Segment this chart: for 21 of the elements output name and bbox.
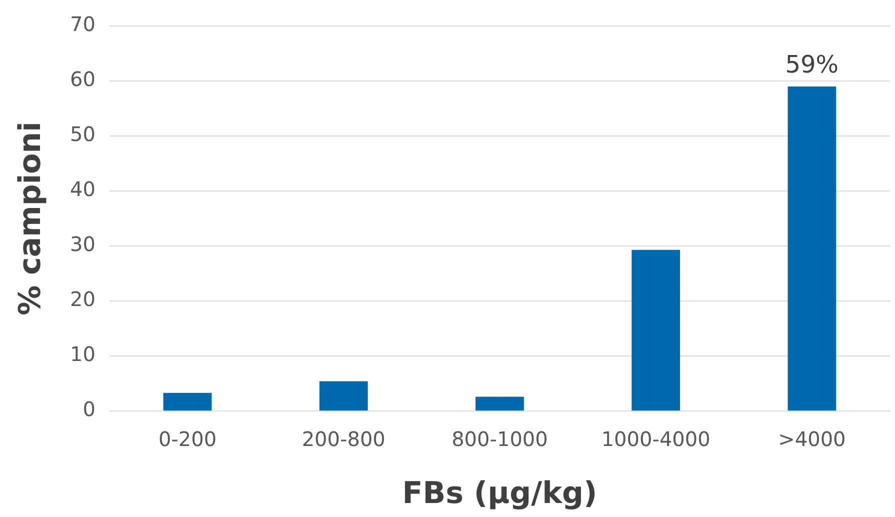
y-tick-label: 30 <box>70 232 96 256</box>
y-tick-label: 0 <box>82 397 96 422</box>
y-tick-label: 50 <box>70 122 96 146</box>
y-tick-label: 10 <box>70 342 96 366</box>
x-tick-label: 1000-4000 <box>601 427 710 452</box>
x-axis-title: FBs (µg/kg) <box>402 476 598 511</box>
y-axis-title: % campioni <box>12 122 48 316</box>
x-tick-label: 0-200 <box>158 427 217 452</box>
y-tick-label: 20 <box>70 287 96 312</box>
y-tick-label: 70 <box>70 12 96 36</box>
y-tick-label: 60 <box>70 67 96 92</box>
data-label: 59% <box>785 50 839 79</box>
x-tick-label: 200-800 <box>302 427 386 452</box>
bar <box>163 392 212 410</box>
x-tick-label: >4000 <box>778 427 846 452</box>
bar <box>319 381 368 410</box>
bar <box>788 86 836 410</box>
bar <box>632 250 680 410</box>
x-tick-label: 800-1000 <box>452 427 548 452</box>
y-tick-label: 40 <box>70 177 96 202</box>
bar <box>476 396 524 410</box>
